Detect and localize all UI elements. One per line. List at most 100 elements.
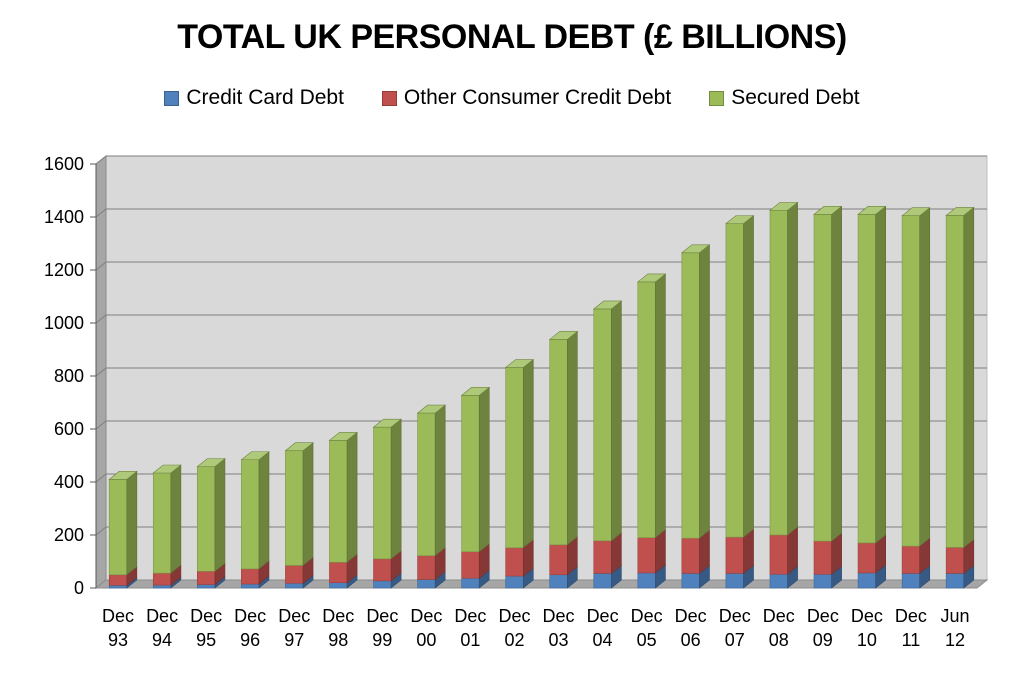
- x-tick-label-line1: Dec: [587, 606, 619, 626]
- bar-top: [592, 300, 623, 310]
- x-tick-label-line1: Dec: [543, 606, 575, 626]
- x-tick-label-line2: 09: [813, 630, 833, 650]
- bar-segment: [901, 545, 921, 574]
- bar-segment: [461, 395, 480, 552]
- bar-segment: [593, 540, 612, 574]
- bar-top: [196, 458, 226, 467]
- bar-segment: [681, 573, 700, 589]
- bar-segment-side: [919, 207, 931, 547]
- bar-top: [813, 206, 843, 215]
- y-tick-label: 1000: [44, 313, 84, 333]
- bar-segment: [505, 547, 524, 577]
- x-tick-label-line2: 00: [416, 630, 436, 650]
- bar-segment-side: [434, 404, 446, 557]
- x-tick-label-line2: 03: [549, 630, 569, 650]
- bar-segment-side: [302, 442, 314, 567]
- bar-segment: [285, 582, 304, 589]
- x-tick-label-line2: 95: [196, 630, 216, 650]
- x-tick-label-line2: 05: [637, 630, 657, 650]
- x-tick-label-line2: 98: [328, 630, 348, 650]
- x-tick-label-line2: 10: [857, 630, 877, 650]
- bar-segment-side: [743, 215, 754, 538]
- bar-segment: [329, 440, 348, 563]
- bar-segment: [329, 561, 348, 583]
- bar-segment: [108, 479, 128, 576]
- bar-segment: [901, 215, 921, 547]
- bar-top: [240, 451, 270, 461]
- bar-segment-side: [655, 273, 666, 539]
- legend-item-credit-card: Credit Card Debt: [164, 86, 344, 110]
- bar-segment: [549, 339, 568, 546]
- bar-segment: [593, 308, 612, 542]
- bar-segment: [725, 536, 744, 574]
- bar-segment-side: [126, 470, 138, 576]
- floor: [94, 579, 989, 589]
- x-tick-label-line2: 04: [593, 630, 613, 650]
- bar-top: [901, 207, 931, 216]
- x-tick-label-line2: 07: [725, 630, 745, 650]
- x-tick-label-line1: Dec: [190, 606, 222, 626]
- legend-swatch-other-consumer: [381, 90, 397, 106]
- bar-segment: [681, 252, 700, 539]
- bar-segment: [945, 573, 965, 589]
- bar-segment: [197, 466, 216, 572]
- y-tick-label: 400: [54, 472, 84, 492]
- bar-segment-side: [170, 464, 182, 574]
- bar-segment: [901, 573, 921, 589]
- bar-segment-side: [831, 205, 842, 542]
- bar-segment: [549, 574, 568, 589]
- bar-segment-side: [390, 418, 402, 560]
- bar-top: [945, 207, 975, 216]
- bar-segment-side: [214, 458, 226, 572]
- bar-segment: [593, 573, 612, 589]
- gridline-side: [95, 473, 107, 483]
- x-tick-label-line1: Dec: [763, 606, 795, 626]
- x-tick-label-line1: Dec: [454, 606, 486, 626]
- bar-top: [504, 359, 535, 368]
- y-tick-label: 1400: [44, 207, 84, 227]
- x-tick-label-line1: Dec: [322, 606, 354, 626]
- bar-segment: [637, 572, 656, 589]
- bar-segment: [241, 583, 260, 589]
- legend-label-secured: Secured Debt: [731, 86, 860, 109]
- x-tick-label-line1: Dec: [234, 606, 266, 626]
- bar-segment: [417, 412, 436, 556]
- bar-segment-side: [478, 386, 490, 553]
- bar-segment: [417, 579, 436, 589]
- bar-segment: [769, 573, 788, 589]
- bar-top: [548, 331, 579, 340]
- bar-segment: [461, 551, 480, 579]
- gridline-side: [95, 367, 107, 377]
- bar-segment: [505, 367, 524, 549]
- x-tick-label-line2: 08: [769, 630, 789, 650]
- bar-segment: [813, 573, 832, 589]
- bar-segment: [725, 573, 744, 589]
- x-tick-label-line2: 12: [945, 630, 965, 650]
- bar-top: [372, 418, 402, 428]
- bar-segment: [373, 558, 392, 582]
- gridline-side: [95, 314, 107, 324]
- x-tick-label-line2: 11: [902, 630, 921, 650]
- bar-segment: [152, 584, 172, 589]
- y-tick-label: 800: [54, 366, 84, 386]
- bar-top: [460, 387, 491, 396]
- bar-segment: [945, 547, 965, 574]
- bar-segment: [241, 568, 260, 585]
- x-tick-label-line1: Dec: [895, 606, 927, 626]
- gridline-side: [95, 155, 107, 165]
- bar-segment: [725, 223, 744, 538]
- bar-segment: [505, 575, 524, 589]
- bar-segment: [769, 534, 788, 575]
- bar-top: [152, 464, 182, 474]
- x-tick-label-line1: Dec: [366, 606, 398, 626]
- gridline-side: [95, 261, 107, 271]
- legend-item-other-consumer: Other Consumer Credit Debt: [381, 86, 671, 110]
- x-tick-label-line2: 94: [152, 630, 172, 650]
- x-tick-label-line1: Dec: [410, 606, 442, 626]
- bar-top: [681, 244, 711, 254]
- y-tick-label: 1200: [44, 260, 84, 280]
- bar-segment: [108, 574, 128, 586]
- bar-segment: [637, 537, 656, 574]
